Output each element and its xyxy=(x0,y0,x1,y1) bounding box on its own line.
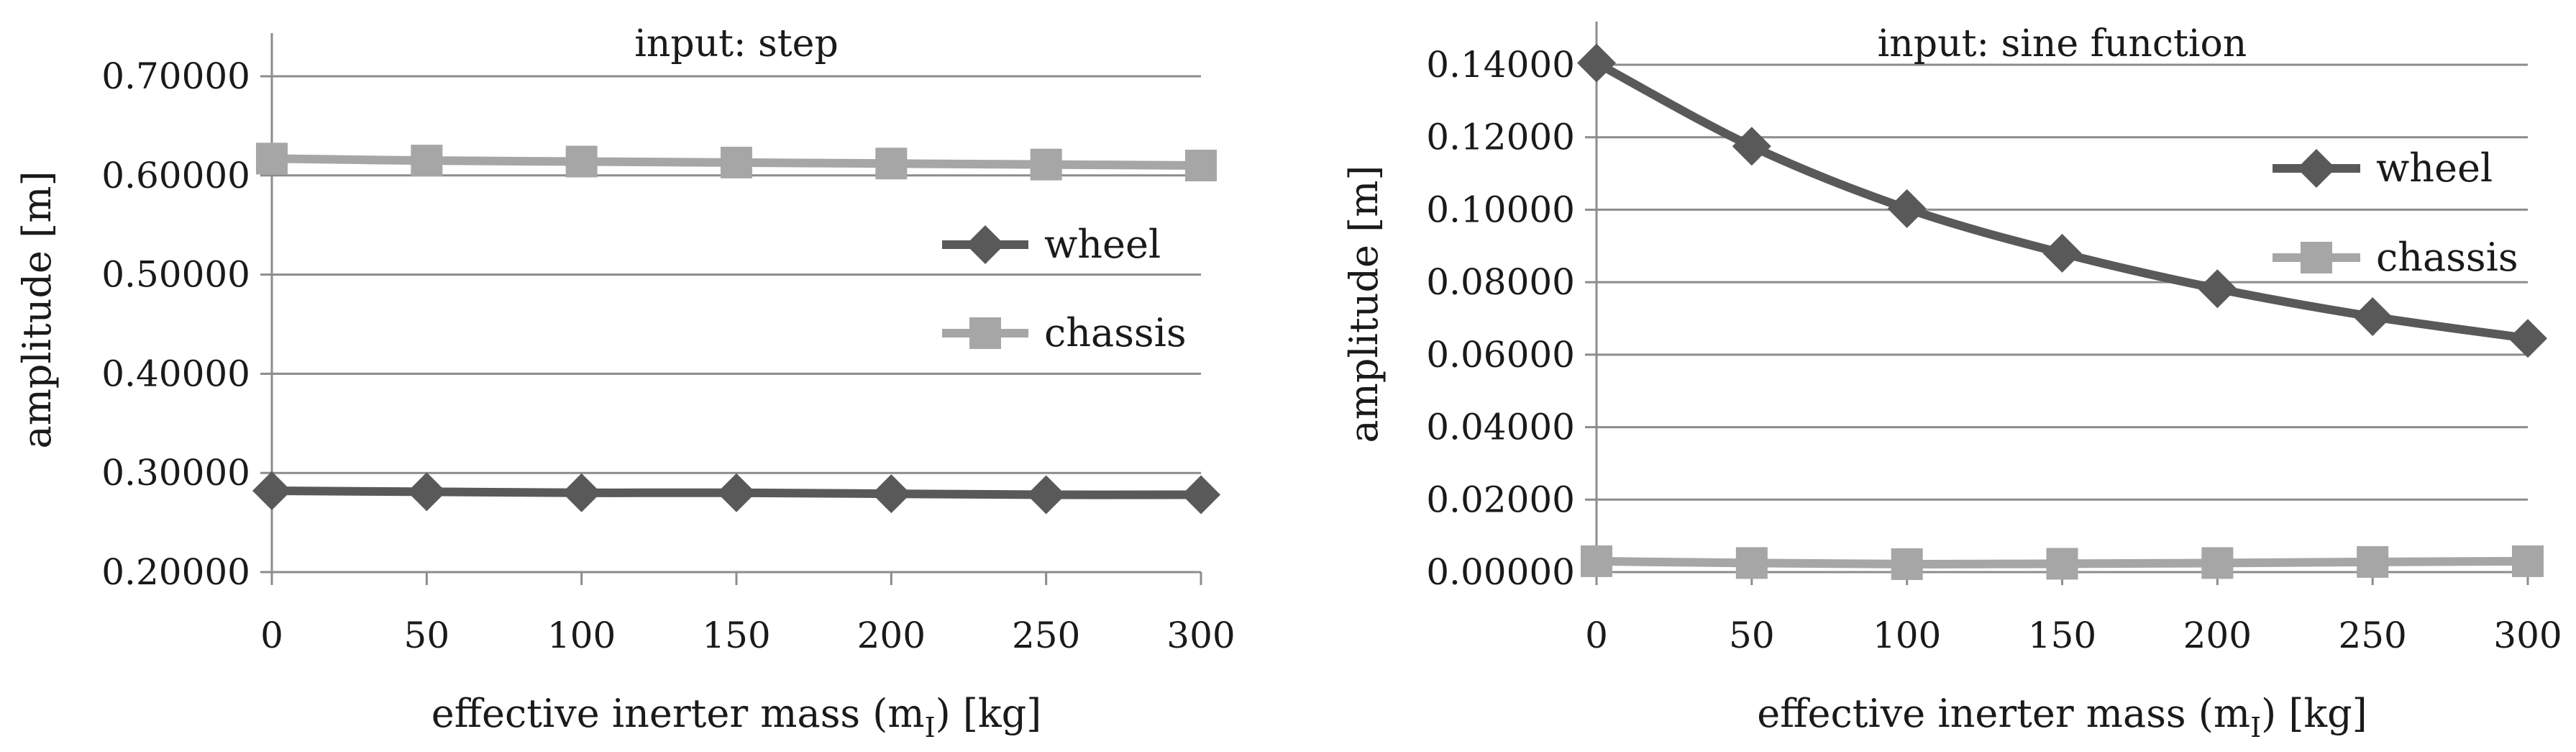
sine-y-tick-label: 0.00000 xyxy=(1426,551,1575,593)
step-y-tick-label: 0.70000 xyxy=(101,55,250,97)
sine-y-tick-label: 0.02000 xyxy=(1426,479,1575,520)
step-point-chassis xyxy=(1030,148,1062,181)
step-y-tick-label: 0.30000 xyxy=(101,452,250,494)
step-gridlines xyxy=(272,75,1201,474)
sine-x-tick-label: 250 xyxy=(2338,615,2406,656)
sine-y-ticks: 0.00000 0.02000 0.04000 0.06000 0.08000 0.100… xyxy=(1426,44,1597,593)
step-y-axis-title: amplitude [m] xyxy=(14,171,60,448)
sine-point-wheel xyxy=(2042,233,2082,273)
step-legend-label-chassis: chassis xyxy=(1044,310,1187,355)
sine-x-ticks: 0 50 100 150 200 250 300 xyxy=(1585,572,2562,656)
step-x-tick-label: 0 xyxy=(260,615,283,656)
sine-x-tick-label: 300 xyxy=(2493,615,2562,656)
sine-point-wheel xyxy=(1732,127,1771,166)
step-series xyxy=(252,142,1220,515)
step-point-wheel xyxy=(717,473,756,512)
sine-point-chassis xyxy=(2357,545,2389,578)
sine-y-tick-label: 0.06000 xyxy=(1426,334,1575,376)
step-legend-marker-wheel xyxy=(966,225,1005,264)
step-point-chassis xyxy=(875,148,908,180)
step-x-tick-label: 100 xyxy=(547,615,616,656)
sine-point-chassis xyxy=(1735,547,1768,579)
sine-point-chassis xyxy=(1891,548,1923,580)
sine-point-wheel xyxy=(2198,269,2237,309)
sine-point-chassis xyxy=(2201,547,2234,579)
step-point-chassis xyxy=(721,146,752,178)
sine-x-axis-title: effective inerter mass (mI) [kg] xyxy=(1757,691,2367,743)
step-x-tick-label: 50 xyxy=(404,615,450,656)
sine-point-wheel xyxy=(2353,296,2393,336)
step-point-chassis xyxy=(256,142,288,175)
sine-legend-marker-wheel xyxy=(2297,149,2336,188)
sine-x-axis-title-main: effective inerter mass (m xyxy=(1757,691,2250,736)
sine-legend-label-chassis: chassis xyxy=(2376,235,2518,280)
sine-point-chassis xyxy=(1581,545,1612,577)
sine-y-tick-label: 0.14000 xyxy=(1426,44,1575,86)
step-point-chassis xyxy=(1185,150,1217,182)
step-point-wheel xyxy=(1182,475,1220,515)
step-point-wheel xyxy=(407,472,447,512)
step-legend-label-wheel: wheel xyxy=(1044,222,1161,267)
sine-y-tick-label: 0.08000 xyxy=(1426,261,1575,303)
sine-x-tick-label: 150 xyxy=(2028,615,2096,656)
sine-x-tick-label: 200 xyxy=(2183,615,2252,656)
sine-point-chassis xyxy=(2512,545,2544,577)
step-x-tick-label: 200 xyxy=(857,615,926,656)
step-y-ticks: 0.20000 0.30000 0.40000 0.50000 0.60000 0.700… xyxy=(101,55,272,593)
sine-series-line-wheel xyxy=(1594,59,2529,343)
sine-legend-marker-chassis xyxy=(2301,242,2332,273)
step-point-wheel xyxy=(1026,475,1066,515)
step-point-wheel xyxy=(562,473,601,512)
sine-x-tick-label: 100 xyxy=(1873,615,1941,656)
sine-chart-title: input: sine function xyxy=(1878,22,2247,65)
sine-y-tick-label: 0.04000 xyxy=(1426,407,1575,448)
step-point-wheel xyxy=(872,474,911,514)
chart-sine: 0.00000 0.02000 0.04000 0.06000 0.08000 0.100… xyxy=(1341,22,2562,743)
step-x-tick-label: 150 xyxy=(702,615,770,656)
step-chart-title: input: step xyxy=(634,22,839,65)
step-y-tick-label: 0.40000 xyxy=(101,353,250,394)
step-x-axis-title-suffix: ) [kg] xyxy=(936,691,1042,736)
sine-x-axis-title-subscript: I xyxy=(2250,712,2261,743)
sine-legend-label-wheel: wheel xyxy=(2376,145,2493,191)
sine-point-wheel xyxy=(2508,319,2547,358)
step-y-tick-label: 0.60000 xyxy=(101,155,250,196)
sine-y-tick-label: 0.12000 xyxy=(1426,117,1575,158)
sine-point-wheel xyxy=(1577,43,1616,83)
step-point-chassis xyxy=(411,145,443,177)
sine-point-wheel xyxy=(1887,189,1927,228)
sine-x-tick-label: 50 xyxy=(1729,615,1775,656)
chart-step: 0.20000 0.30000 0.40000 0.50000 0.60000 0.700… xyxy=(14,22,1236,743)
step-legend-marker-chassis xyxy=(969,317,1001,349)
step-point-chassis xyxy=(565,145,598,178)
step-y-tick-label: 0.20000 xyxy=(101,551,250,593)
sine-y-axis-title: amplitude [m] xyxy=(1341,165,1387,443)
step-x-axis-title-subscript: I xyxy=(925,712,936,743)
sine-x-tick-label: 0 xyxy=(1585,615,1608,656)
step-x-tick-label: 250 xyxy=(1012,615,1080,656)
sine-gridlines xyxy=(1597,63,2528,501)
sine-legend: wheel chassis xyxy=(2273,145,2518,280)
sine-y-tick-label: 0.10000 xyxy=(1426,189,1575,230)
step-x-tick-label: 300 xyxy=(1166,615,1235,656)
step-x-axis-title: effective inerter mass (mI) [kg] xyxy=(431,691,1042,743)
step-x-axis-title-main: effective inerter mass (m xyxy=(431,691,925,736)
step-x-ticks: 0 50 100 150 200 250 300 xyxy=(260,572,1236,656)
step-y-tick-label: 0.50000 xyxy=(101,254,250,296)
sine-point-chassis xyxy=(2046,548,2078,580)
sine-series xyxy=(1577,43,2547,580)
step-point-wheel xyxy=(252,471,291,511)
sine-x-axis-title-suffix: ) [kg] xyxy=(2261,691,2367,736)
step-legend: wheel chassis xyxy=(942,222,1187,355)
